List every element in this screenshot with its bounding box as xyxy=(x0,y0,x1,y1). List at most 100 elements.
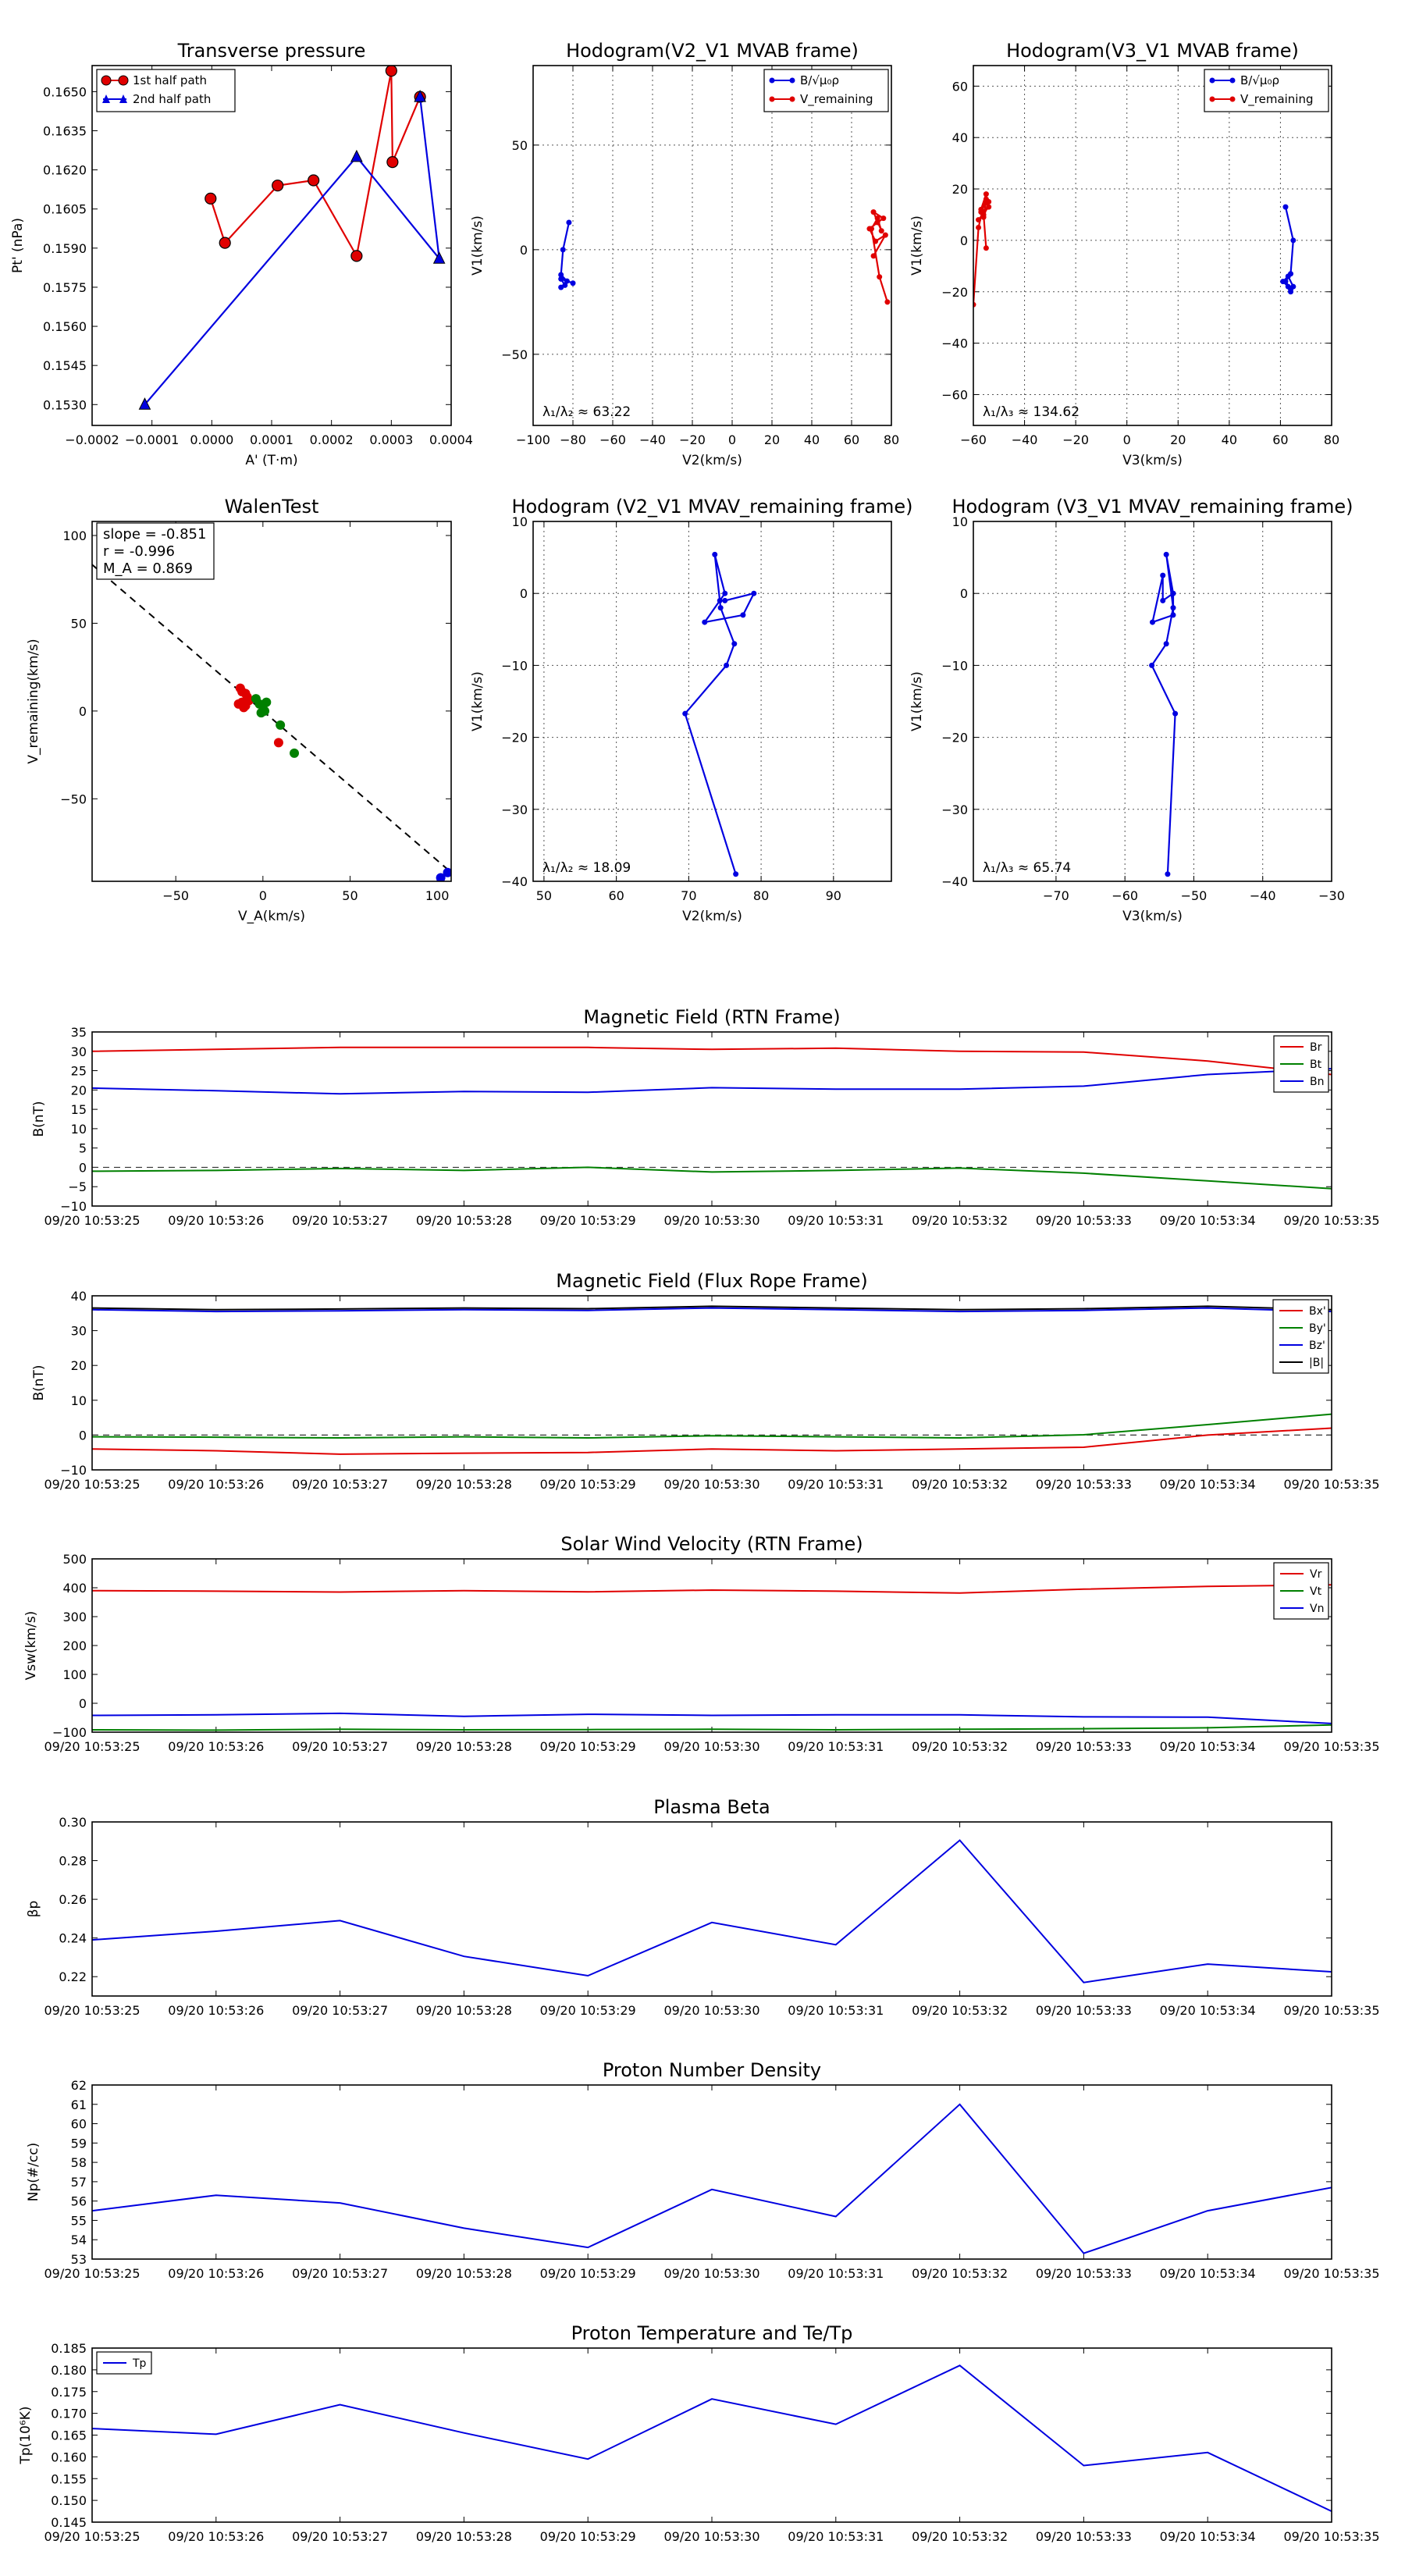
series-by--line xyxy=(92,1413,1332,1439)
x-tick-label: 60 xyxy=(1272,432,1288,447)
y-tick-label: 59 xyxy=(71,2136,87,2151)
legend-label: B/√μ₀ρ xyxy=(1240,73,1279,87)
chart-title: Solar Wind Velocity (RTN Frame) xyxy=(560,1533,863,1555)
x-tick-label: 60 xyxy=(608,888,624,903)
x-tick-label: 0.0003 xyxy=(369,432,413,447)
x-tick-label: 09/20 10:53:27 xyxy=(292,2266,388,2281)
chart-title: WalenTest xyxy=(225,496,319,518)
x-tick-label: 09/20 10:53:31 xyxy=(788,1739,884,1754)
y-tick-label: 0.1545 xyxy=(43,358,87,373)
y-tick-label: 60 xyxy=(71,2117,87,2132)
y-tick-label: 50 xyxy=(512,138,528,153)
x-tick-label: 0.0002 xyxy=(310,432,354,447)
x-tick-label: −0.0001 xyxy=(125,432,179,447)
x-tick-label: 09/20 10:53:31 xyxy=(788,2266,884,2281)
y-tick-label: 0.150 xyxy=(51,2493,87,2508)
series-2nd-half-point xyxy=(290,748,300,758)
y-axis-label: V1(km/s) xyxy=(470,671,486,731)
x-tick-label: 09/20 10:53:34 xyxy=(1160,1213,1256,1228)
series-wedge-point xyxy=(443,867,451,877)
series-b--point xyxy=(558,276,564,282)
series-bz--line xyxy=(92,1307,1332,1313)
y-tick-label: 55 xyxy=(71,2213,87,2228)
legend: Bx' By' Bz' |B| xyxy=(1272,1299,1329,1374)
legend-label: Bz' xyxy=(1309,1340,1325,1352)
legend-marker xyxy=(118,75,129,86)
x-tick-label: 09/20 10:53:29 xyxy=(540,2266,636,2281)
x-tick-label: 90 xyxy=(826,888,841,903)
x-tick-label: 70 xyxy=(681,888,696,903)
y-tick-label: 0.175 xyxy=(51,2385,87,2400)
y-tick-label: −30 xyxy=(501,802,528,817)
x-tick-label: 09/20 10:53:31 xyxy=(788,2003,884,2018)
legend-label: Bt xyxy=(1310,1059,1322,1071)
y-tick-label: −100 xyxy=(52,1725,87,1740)
plot-area xyxy=(92,1584,1332,1731)
series-b-point xyxy=(712,551,718,557)
series-b-point xyxy=(717,605,724,611)
series-b--point xyxy=(1282,204,1289,210)
x-tick-label: 09/20 10:53:33 xyxy=(1036,1213,1132,1228)
x-tick-label: 09/20 10:53:28 xyxy=(416,2003,512,2018)
x-tick-label: 0.0004 xyxy=(429,432,473,447)
series-b-point xyxy=(724,662,730,668)
chart-walen: WalenTest −50 0 50 100 −50 0 50 100 V_A(km/s) V_re… xyxy=(26,496,452,924)
chart-title: Hodogram(V3_V1 MVAB frame) xyxy=(1006,40,1299,62)
x-tick-label: 09/20 10:53:29 xyxy=(540,1739,636,1754)
eigenvalue-ratio: λ₁/λ₃ ≈ 65.74 xyxy=(983,860,1071,876)
y-tick-label: −50 xyxy=(501,347,528,362)
legend-label: Bn xyxy=(1310,1076,1324,1088)
y-tick-label: 0.1530 xyxy=(43,397,87,412)
x-tick-label: 09/20 10:53:35 xyxy=(1283,2266,1379,2281)
series-b-point xyxy=(722,597,728,603)
x-tick-label: 09/20 10:53:30 xyxy=(663,2529,759,2544)
x-tick-label: 09/20 10:53:33 xyxy=(1036,2266,1132,2281)
y-tick-label: 0.1635 xyxy=(43,124,87,139)
series-v-remaining-point xyxy=(870,209,877,215)
chart-beta: Plasma Beta 09/20 10:53:25 09/20 10:53:26 0… xyxy=(26,1796,1380,2018)
series-1st-half-point xyxy=(273,738,283,748)
y-tick-label: 40 xyxy=(952,130,968,145)
series-tp-line xyxy=(92,2364,1332,2513)
chart-title: Transverse pressure xyxy=(177,40,366,62)
x-tick-label: 40 xyxy=(1222,432,1237,447)
x-tick-label: 80 xyxy=(753,888,769,903)
axes-frame xyxy=(91,2347,1332,2523)
x-tick-label: 80 xyxy=(884,432,899,447)
axes-frame xyxy=(91,1295,1332,1471)
chart-tp: Transverse pressure −0.0002 −0.0001 0.0000 0… xyxy=(10,40,473,468)
x-tick-label: 09/20 10:53:31 xyxy=(788,1213,884,1228)
x-tick-label: 09/20 10:53:28 xyxy=(416,2266,512,2281)
series-1st-half-path-point xyxy=(205,192,217,205)
y-tick-label: 0.165 xyxy=(51,2428,87,2443)
series-b-point xyxy=(731,641,738,647)
series-2nd-half-point xyxy=(256,708,266,718)
y-tick-label: −60 xyxy=(941,387,968,402)
chart-hodo2: Hodogram(V3_V1 MVAB frame) −60 −40 −20 0 20 40… xyxy=(909,40,1339,468)
y-tick-label: 30 xyxy=(71,1324,87,1339)
y-axis-label: Vsw(km/s) xyxy=(23,1611,39,1681)
x-tick-label: 09/20 10:53:28 xyxy=(416,1477,512,1492)
legend-label: Vn xyxy=(1310,1603,1324,1615)
series-2nd-half-path-point xyxy=(138,397,151,410)
y-tick-label: 58 xyxy=(71,2155,87,2170)
y-tick-label: 0 xyxy=(520,586,528,601)
y-tick-label: 0.185 xyxy=(51,2341,87,2356)
stats-line: slope = -0.851 xyxy=(103,526,206,543)
series-b-point xyxy=(1172,710,1179,717)
x-tick-label: 09/20 10:53:32 xyxy=(912,1213,1008,1228)
legend-marker xyxy=(1209,77,1215,84)
y-tick-label: −10 xyxy=(501,658,528,673)
series-1st-half-path-point xyxy=(272,180,284,192)
series-v-remaining-point xyxy=(973,301,976,308)
y-tick-label: −5 xyxy=(68,1179,87,1194)
series-b-point xyxy=(740,612,746,618)
series-bx--line xyxy=(92,1427,1332,1455)
x-tick-label: 09/20 10:53:29 xyxy=(540,2003,636,2018)
legend: Br Bt Bn xyxy=(1273,1035,1329,1093)
series-b--point xyxy=(1285,283,1291,290)
series-v-remaining-point xyxy=(877,274,883,280)
legend-label: Br xyxy=(1310,1041,1322,1054)
plot-area xyxy=(92,1046,1332,1190)
